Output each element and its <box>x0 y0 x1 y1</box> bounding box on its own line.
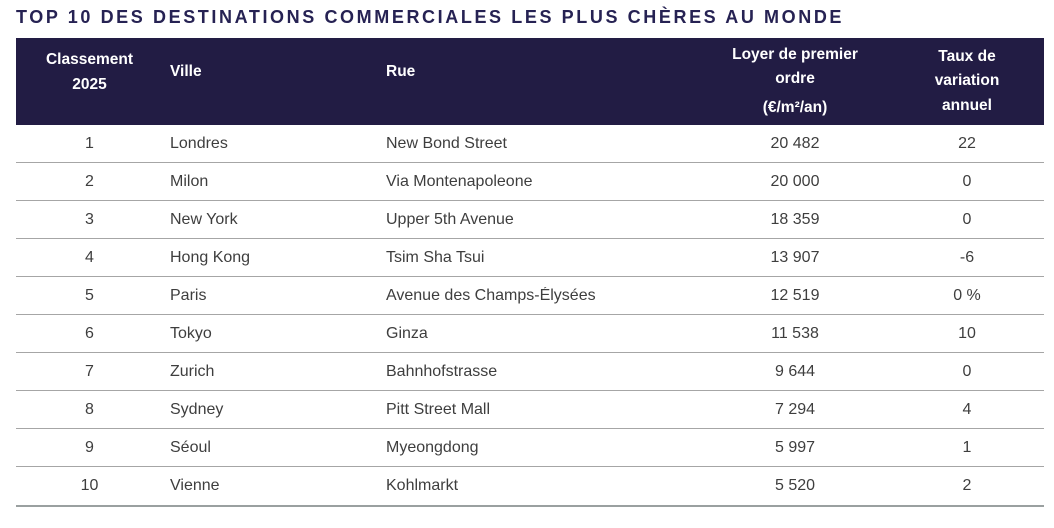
column-header-loyer: Loyer de premier ordre (€/m²/an) <box>700 38 890 125</box>
cell-city: Paris <box>170 286 207 304</box>
column-header-classement: Classement 2025 <box>16 29 163 116</box>
cell-street: Myeongdong <box>386 438 479 456</box>
cell-rank: 5 <box>85 286 94 304</box>
cell-variation: 22 <box>958 134 976 152</box>
cell-rent: 9 644 <box>774 362 816 380</box>
cell-city: Londres <box>170 134 228 152</box>
table-row: 7 Zurich Bahnhofstrasse 9 644 0 <box>16 353 1044 391</box>
cell-city: Hong Kong <box>170 248 251 266</box>
cell-rank: 1 <box>85 134 94 152</box>
table-row: 2 Milon Via Montenapoleone 20 000 0 <box>16 163 1044 201</box>
cell-rent: 5 997 <box>774 438 816 456</box>
table-header-row: Classement 2025 Ville Rue Loyer de premi… <box>16 38 1044 125</box>
cell-street: Avenue des Champs-Élysées <box>386 286 596 304</box>
table-row: 8 Sydney Pitt Street Mall 7 294 4 <box>16 391 1044 429</box>
cell-variation: 0 <box>962 172 972 190</box>
table-row: 5 Paris Avenue des Champs-Élysées 12 519… <box>16 277 1044 315</box>
cell-rent: 20 482 <box>770 134 820 152</box>
cell-variation: 0 % <box>953 286 981 304</box>
table-row: 9 Séoul Myeongdong 5 997 1 <box>16 429 1044 467</box>
column-header-label: Taux de variation annuel <box>934 48 1000 114</box>
cell-rent: 7 294 <box>774 400 816 418</box>
cell-variation: 0 <box>962 362 972 380</box>
cell-rank: 3 <box>85 210 94 228</box>
cell-rank: 6 <box>85 324 94 342</box>
cell-street: Tsim Sha Tsui <box>386 248 485 266</box>
cell-rent: 20 000 <box>770 172 820 190</box>
cell-rank: 7 <box>85 362 94 380</box>
table-row: 10 Vienne Kohlmarkt 5 520 2 <box>16 467 1044 505</box>
cell-street: New Bond Street <box>386 134 507 152</box>
column-header-rue: Rue <box>381 29 700 116</box>
cell-street: Ginza <box>386 324 428 342</box>
cell-city: Sydney <box>170 400 224 418</box>
cell-variation: 0 <box>962 210 972 228</box>
table-row: 4 Hong Kong Tsim Sha Tsui 13 907 -6 <box>16 239 1044 277</box>
table-row: 1 Londres New Bond Street 20 482 22 <box>16 125 1044 163</box>
column-header-label: Ville <box>170 63 202 81</box>
cell-street: Upper 5th Avenue <box>386 210 514 228</box>
cell-rank: 4 <box>85 248 94 266</box>
cell-rent: 13 907 <box>770 248 820 266</box>
cell-variation: 1 <box>962 438 972 456</box>
column-header-label: Loyer de premier ordre <box>732 46 858 88</box>
cell-rent: 5 520 <box>774 477 816 494</box>
cell-rank: 2 <box>85 172 94 190</box>
column-header-taux: Taux de variation annuel <box>890 38 1044 125</box>
column-header-label: Classement 2025 <box>45 51 133 93</box>
cell-variation: 4 <box>962 400 972 418</box>
cell-variation: -6 <box>959 248 975 266</box>
cell-rent: 12 519 <box>770 286 820 304</box>
page-title: TOP 10 DES DESTINATIONS COMMERCIALES LES… <box>16 7 845 27</box>
cell-city: New York <box>170 210 238 228</box>
cell-rank: 10 <box>80 477 99 494</box>
cell-street: Bahnhofstrasse <box>386 362 498 380</box>
cell-variation: 2 <box>962 477 972 494</box>
column-header-unit: (€/m²/an) <box>762 98 828 116</box>
column-header-ville: Ville <box>163 29 381 116</box>
cell-street: Pitt Street Mall <box>386 400 491 418</box>
cell-city: Tokyo <box>170 324 212 342</box>
table-row: 3 New York Upper 5th Avenue 18 359 0 <box>16 201 1044 239</box>
top10-destinations-table: Classement 2025 Ville Rue Loyer de premi… <box>16 38 1044 507</box>
cell-variation: 10 <box>958 324 976 342</box>
cell-city: Vienne <box>170 477 220 494</box>
cell-rank: 8 <box>85 400 94 418</box>
cell-street: Kohlmarkt <box>386 477 459 494</box>
cell-city: Milon <box>170 172 209 190</box>
cell-rank: 9 <box>85 438 94 456</box>
cell-rent: 11 538 <box>771 324 819 342</box>
cell-rent: 18 359 <box>770 210 820 228</box>
cell-city: Séoul <box>170 438 211 456</box>
cell-street: Via Montenapoleone <box>386 172 533 190</box>
table-row: 6 Tokyo Ginza 11 538 10 <box>16 315 1044 353</box>
cell-city: Zurich <box>170 362 215 380</box>
column-header-label: Rue <box>386 63 416 81</box>
table-body: 1 Londres New Bond Street 20 482 22 2 Mi… <box>16 125 1044 505</box>
